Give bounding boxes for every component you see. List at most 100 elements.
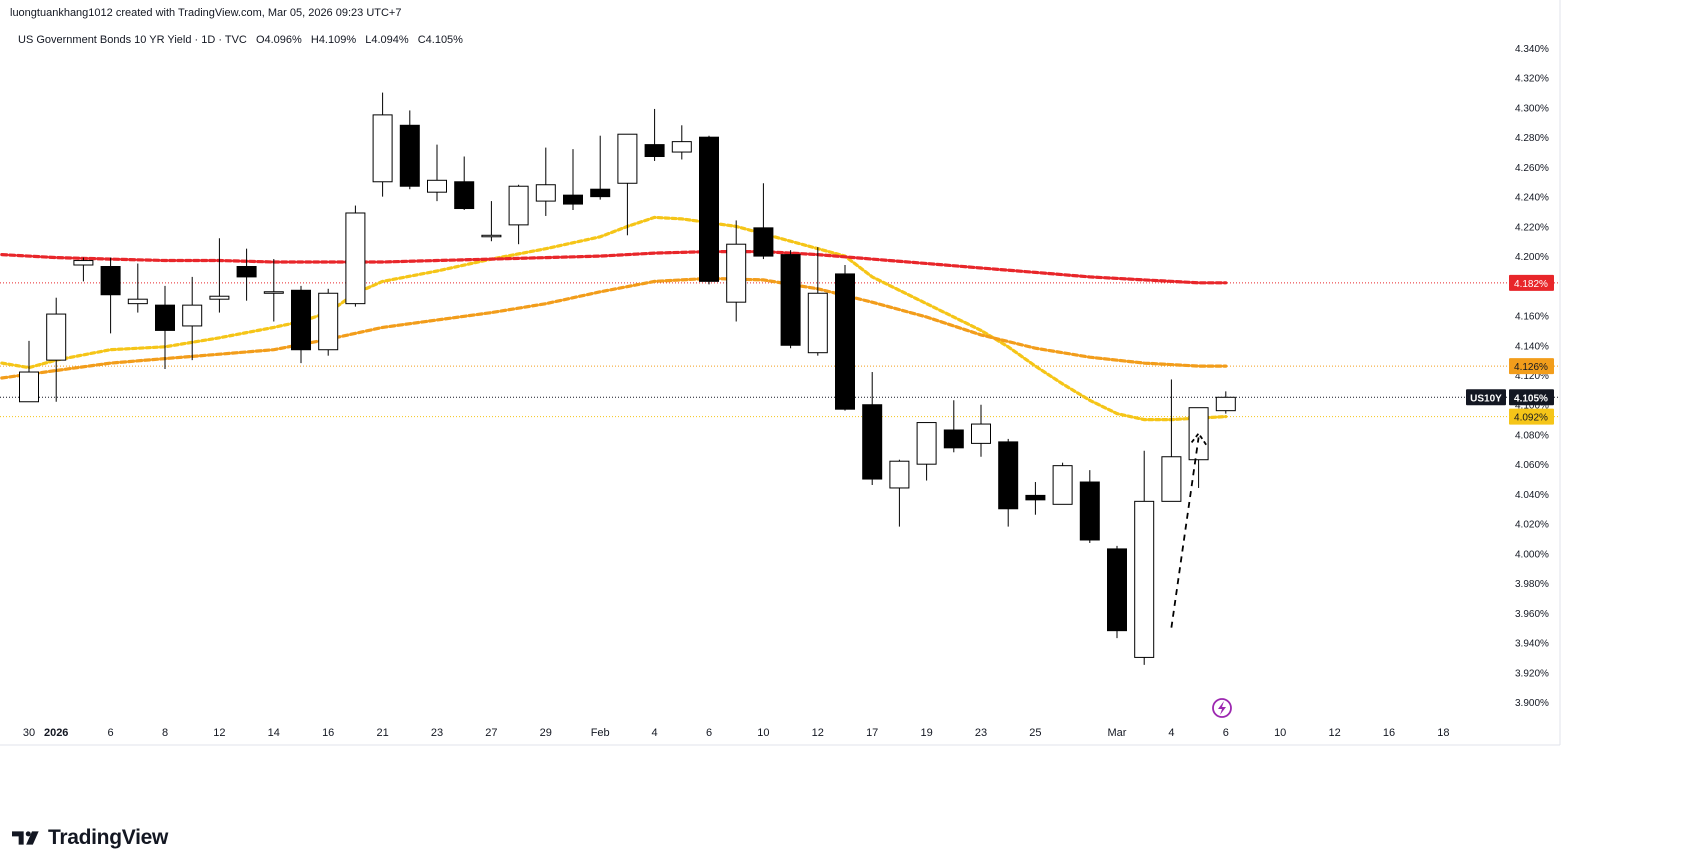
candle [644,108,665,161]
x-tick-label: 19 [920,727,932,739]
candle [943,400,964,453]
x-tick-label: 8 [162,727,168,739]
candle-body [807,292,828,354]
lightning-icon-bolt [1218,701,1226,715]
y-tick-label: 4.040% [1515,490,1549,501]
candle [1188,407,1209,488]
candle-body [726,243,747,303]
y-tick-label: 3.900% [1515,698,1549,709]
candle-body [508,185,529,226]
candle-body [1134,500,1155,658]
candle [998,438,1019,527]
candle [345,205,366,307]
tradingview-logo[interactable]: TradingView [12,826,168,850]
candle-body [916,422,937,465]
lightning-icon-ring [1212,698,1232,718]
x-tick-label: 6 [706,727,712,739]
candle-body [1025,494,1046,501]
candle [753,183,774,260]
candle [535,147,556,216]
x-tick-label: 29 [540,727,552,739]
symbol-badge [1466,389,1506,406]
candle [835,265,855,411]
candle-body [127,298,148,305]
y-tick-label: 4.220% [1515,222,1549,233]
y-tick-label: 3.960% [1515,609,1549,620]
candle [807,247,828,356]
x-tick-label: 2026 [44,727,68,739]
candle-body [454,181,475,210]
x-tick-label: 10 [757,727,769,739]
candle-body [943,429,964,449]
x-tick-label: 12 [213,727,225,739]
y-tick-label: 4.100% [1515,401,1549,412]
candle-body [263,291,284,294]
legend-close: C4.105% [417,34,463,46]
candle-body [563,194,583,205]
candle-body [535,184,556,202]
x-tick-label: 6 [108,727,114,739]
x-tick-label: 17 [866,727,878,739]
series-value-label: 4.092% [1514,413,1548,424]
candle-body [236,265,257,278]
candle-body [46,313,67,361]
x-tick-label: 16 [1383,727,1395,739]
candle-body [1161,456,1182,502]
last-price-badge [1509,389,1554,406]
tradingview-logo-icon [12,831,39,845]
x-tick-label: 6 [1223,727,1229,739]
candle [699,135,719,285]
x-tick-label: 23 [975,727,987,739]
candle [127,263,148,313]
candle [1025,482,1046,515]
y-tick-label: 4.160% [1515,312,1549,323]
candle-body [617,133,638,184]
reference-lines [0,282,1560,418]
series-value-label: 4.126% [1514,362,1548,373]
candles [19,92,1236,665]
candle-body [73,260,94,266]
candle [916,422,937,481]
legend-low: L4.094% [365,34,409,46]
moving-average-line [0,250,1228,285]
x-tick-label: 4 [1168,727,1174,739]
y-tick-label: 4.300% [1515,103,1549,114]
x-tick-label: 12 [812,727,824,739]
y-tick-label: 4.280% [1515,133,1549,144]
series-value-badge [1509,408,1554,425]
candle [454,156,475,211]
candle-body [182,304,203,327]
x-tick-label: Feb [591,727,610,739]
candle [590,135,611,200]
candle [291,285,311,364]
candle [19,340,39,403]
y-tick-label: 4.240% [1515,193,1549,204]
candle [46,297,67,402]
x-tick-label: 23 [431,727,443,739]
candle [1134,450,1155,665]
x-tick-label: 27 [485,727,497,739]
candle [481,201,502,242]
candle-body [889,460,910,489]
candle [372,92,393,197]
candle-body [1107,548,1127,632]
tradingview-logo-text: TradingView [48,826,169,849]
y-tick-label: 4.060% [1515,460,1549,471]
y-tick-label: 4.000% [1515,549,1549,560]
candle [236,248,257,301]
candle [155,285,175,370]
x-tick-label: 18 [1437,727,1449,739]
candle-body [345,212,366,305]
candle [100,257,121,334]
candle-body [1052,465,1073,505]
annotation-arrow-head [1190,431,1208,446]
y-tick-label: 3.980% [1515,579,1549,590]
series-value-label: 4.182% [1514,279,1548,290]
candle [209,238,230,313]
candle-body [590,188,611,198]
series-value-badge [1509,358,1554,375]
x-tick-label: 21 [376,727,388,739]
y-tick-label: 4.120% [1515,371,1549,382]
candle [971,404,991,457]
